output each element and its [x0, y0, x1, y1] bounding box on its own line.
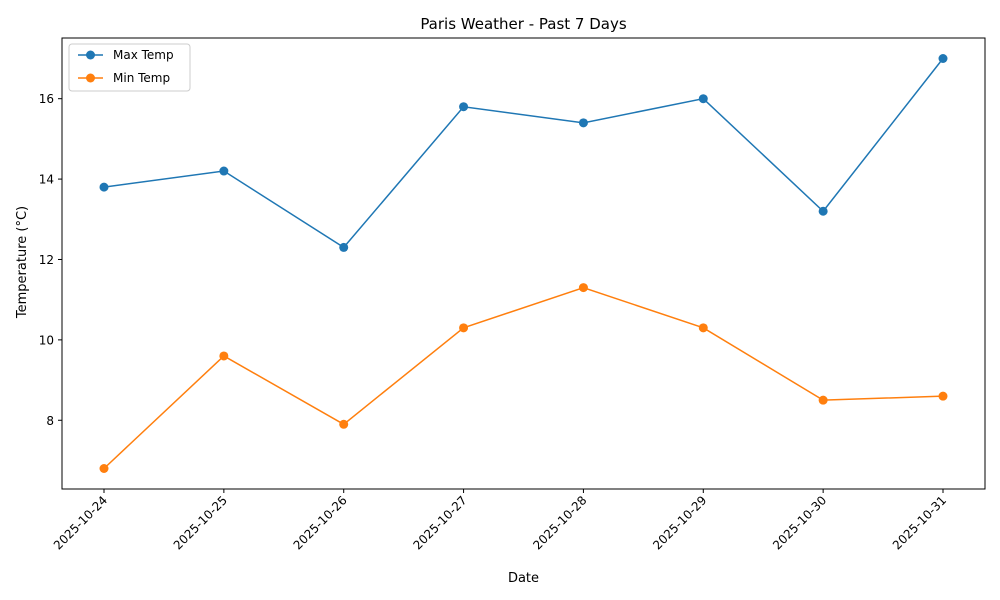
x-tick-label: 2025-10-29: [650, 493, 709, 552]
data-point-min-temp: [219, 351, 229, 361]
data-point-max-temp: [99, 182, 109, 192]
legend-label-min-temp: Min Temp: [113, 71, 170, 85]
data-point-min-temp: [339, 419, 349, 429]
data-point-min-temp: [459, 323, 469, 333]
data-point-min-temp: [818, 395, 828, 405]
y-tick-label: 14: [39, 173, 54, 187]
x-tick-label: 2025-10-30: [770, 493, 829, 552]
series-line-min-temp: [103, 286, 944, 470]
data-point-max-temp: [459, 102, 469, 112]
plot-area: 8 10 12 14 16 2025-10-24 2025-10-25 2025-10-26 2…: [39, 54, 949, 552]
data-point-max-temp: [698, 94, 708, 104]
data-point-min-temp: [698, 323, 708, 333]
data-point-max-temp: [938, 54, 948, 63]
data-point-max-temp: [578, 118, 588, 128]
x-tick-label: 2025-10-28: [530, 493, 589, 552]
x-tick-label: 2025-10-25: [171, 493, 230, 552]
data-point-max-temp: [219, 166, 229, 176]
data-point-min-temp: [99, 464, 109, 473]
x-tick-label: 2025-10-24: [51, 493, 110, 552]
x-tick-label: 2025-10-26: [291, 493, 350, 552]
data-point-max-temp: [339, 242, 349, 252]
x-tick-label: 2025-10-27: [410, 493, 469, 552]
legend-label-max-temp: Max Temp: [113, 48, 174, 62]
y-tick-label: 8: [46, 414, 54, 428]
axes-frame: [61, 37, 986, 490]
legend: Max Temp Min Temp: [68, 43, 191, 92]
y-tick-label: 10: [39, 333, 54, 347]
chart-title: Paris Weather - Past 7 Days: [420, 15, 627, 33]
y-tick-label: 12: [39, 253, 54, 267]
y-axis-label: Temperature (°C): [15, 206, 30, 319]
x-tick-label: 2025-10-31: [890, 493, 949, 552]
data-point-min-temp: [938, 391, 948, 401]
series-line-max-temp: [103, 58, 944, 249]
legend-marker-min-temp: [86, 73, 95, 83]
y-tick-label: 16: [39, 92, 54, 106]
data-point-max-temp: [818, 206, 828, 216]
data-point-min-temp: [578, 283, 588, 293]
legend-marker-max-temp: [86, 50, 95, 60]
x-axis-label: Date: [508, 571, 539, 586]
